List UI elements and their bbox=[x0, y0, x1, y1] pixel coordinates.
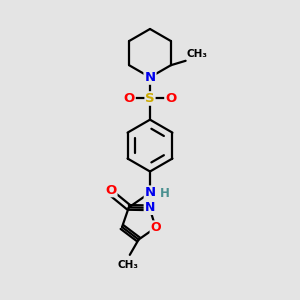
Text: O: O bbox=[106, 184, 117, 196]
Text: O: O bbox=[150, 221, 161, 234]
Text: O: O bbox=[165, 92, 176, 105]
Text: H: H bbox=[159, 188, 169, 200]
Text: CH₃: CH₃ bbox=[187, 49, 208, 59]
Text: N: N bbox=[144, 186, 156, 199]
Text: O: O bbox=[124, 92, 135, 105]
Text: N: N bbox=[144, 201, 155, 214]
Text: N: N bbox=[144, 71, 156, 84]
Text: N: N bbox=[144, 71, 156, 84]
Text: CH₃: CH₃ bbox=[118, 260, 139, 270]
Text: S: S bbox=[145, 92, 155, 105]
